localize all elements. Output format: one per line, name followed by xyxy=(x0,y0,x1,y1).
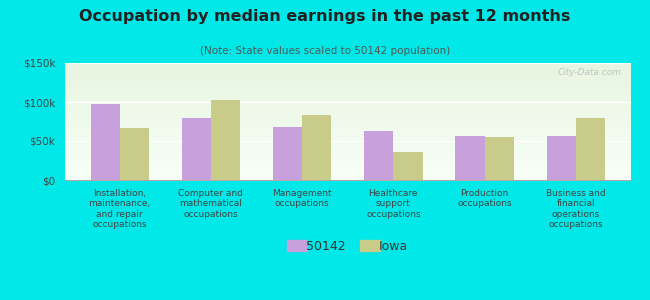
Bar xyxy=(364,131,393,180)
Bar xyxy=(273,127,302,180)
Bar xyxy=(484,137,514,180)
Text: City-Data.com: City-Data.com xyxy=(558,68,622,77)
Bar xyxy=(211,100,240,180)
Bar xyxy=(182,118,211,180)
Legend: 50142, Iowa: 50142, Iowa xyxy=(282,235,413,258)
Bar xyxy=(393,152,422,180)
Text: Occupation by median earnings in the past 12 months: Occupation by median earnings in the pas… xyxy=(79,9,571,24)
Bar xyxy=(456,136,484,180)
Bar xyxy=(120,128,149,180)
Bar xyxy=(576,118,605,180)
Bar xyxy=(302,115,332,180)
Text: (Note: State values scaled to 50142 population): (Note: State values scaled to 50142 popu… xyxy=(200,46,450,56)
Bar xyxy=(547,136,576,180)
Bar xyxy=(90,103,120,180)
